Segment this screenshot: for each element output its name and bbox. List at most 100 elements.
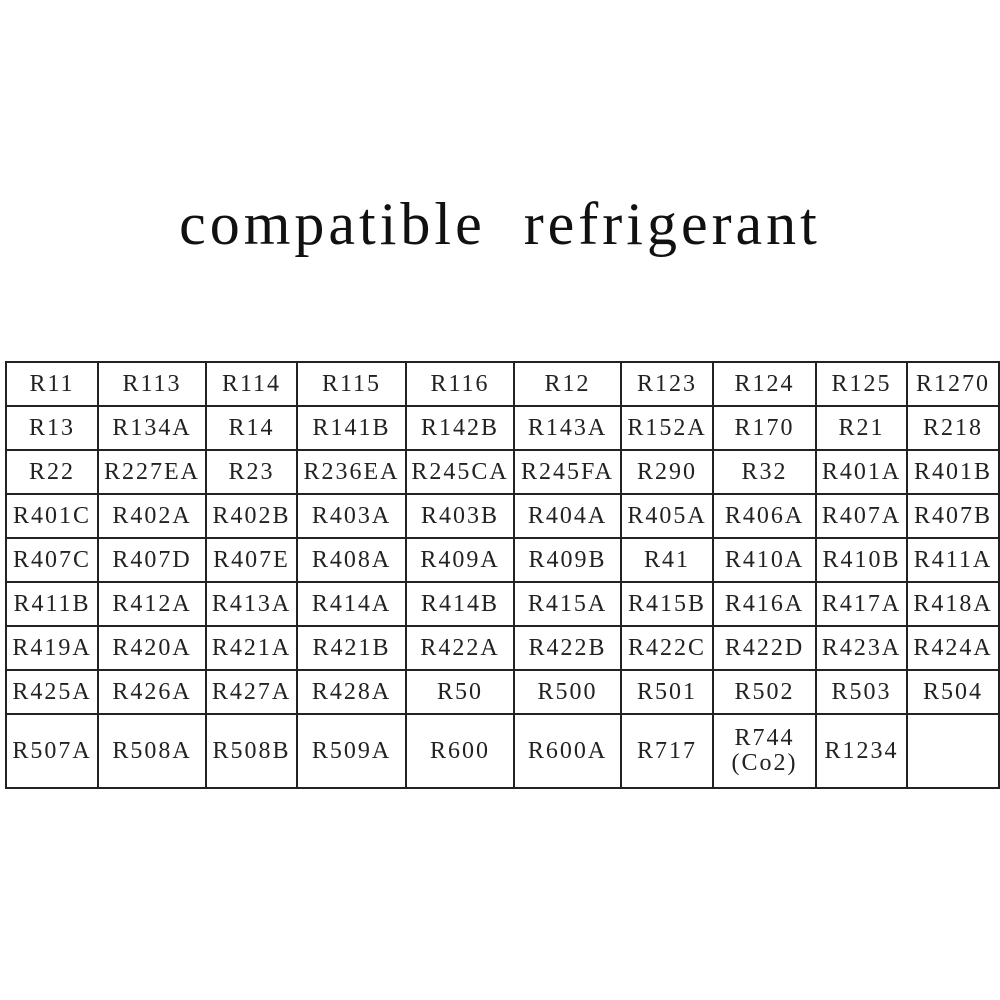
table-cell: R218	[906, 405, 1000, 451]
table-row: R22 R227EA R23 R236EA R245CA R245FA R290 R32 R40…	[5, 449, 1000, 495]
table-cell: R23	[205, 449, 298, 495]
table-cell: R422A	[405, 625, 515, 671]
table-cell: R407B	[906, 493, 1000, 539]
table-row: R11 R113 R114 R115 R116 R12 R123 R124 R125 R1270	[5, 361, 1000, 407]
table-row: R411B R412A R413A R414A R414B R415A R415B R416A…	[5, 581, 1000, 627]
table-cell: R227EA	[97, 449, 207, 495]
table-cell: R425A	[5, 669, 99, 715]
table-cell: R401B	[906, 449, 1000, 495]
table-cell: R421A	[205, 625, 298, 671]
table-cell: R245FA	[513, 449, 622, 495]
table-cell: R125	[815, 361, 908, 407]
table-row: R13 R134A R14 R141B R142B R143A R152A R170 R21 R2…	[5, 405, 1000, 451]
table-cell: R11	[5, 361, 99, 407]
refrigerant-table: R11 R113 R114 R115 R116 R12 R123 R124 R125 R1270 R…	[5, 361, 1000, 789]
table-cell: R411A	[906, 537, 1000, 583]
table-cell: R142B	[405, 405, 515, 451]
table-row: R407C R407D R407E R408A R409A R409B R41 R410A R4…	[5, 537, 1000, 583]
table-cell: R12	[513, 361, 622, 407]
table-row: R425A R426A R427A R428A R50 R500 R501 R502 R503 R…	[5, 669, 1000, 715]
table-cell: R290	[620, 449, 714, 495]
table-cell: R415A	[513, 581, 622, 627]
table-cell: R401A	[815, 449, 908, 495]
table-cell: R504	[906, 669, 1000, 715]
table-cell: R123	[620, 361, 714, 407]
table-cell: R116	[405, 361, 515, 407]
table-cell: R245CA	[405, 449, 515, 495]
table-cell: R507A	[5, 713, 99, 789]
table-cell: R508A	[97, 713, 207, 789]
table-cell: R508B	[205, 713, 298, 789]
table-row: R419A R420A R421A R421B R422A R422B R422C R422D…	[5, 625, 1000, 671]
table-cell: R422D	[712, 625, 817, 671]
page-title: compatible refrigerant	[179, 191, 821, 257]
table-cell: R407A	[815, 493, 908, 539]
table-cell: R403B	[405, 493, 515, 539]
table-cell: R407E	[205, 537, 298, 583]
table-cell: R409B	[513, 537, 622, 583]
table-cell: R152A	[620, 405, 714, 451]
table-cell: R600	[405, 713, 515, 789]
table-cell: R143A	[513, 405, 622, 451]
table-cell: R503	[815, 669, 908, 715]
table-cell: R402B	[205, 493, 298, 539]
table-cell	[906, 713, 1000, 789]
table-cell: R422C	[620, 625, 714, 671]
table-cell: R410A	[712, 537, 817, 583]
table-cell: R427A	[205, 669, 298, 715]
table-cell: R141B	[296, 405, 407, 451]
table-cell: R414A	[296, 581, 407, 627]
table-cell: R424A	[906, 625, 1000, 671]
table-cell: R41	[620, 537, 714, 583]
table-cell: R170	[712, 405, 817, 451]
table-cell: R420A	[97, 625, 207, 671]
table-cell: R415B	[620, 581, 714, 627]
table-cell: R501	[620, 669, 714, 715]
table-cell: R407C	[5, 537, 99, 583]
table-cell: R410B	[815, 537, 908, 583]
table-cell: R509A	[296, 713, 407, 789]
table-cell: R409A	[405, 537, 515, 583]
table-cell: R419A	[5, 625, 99, 671]
table-cell: R401C	[5, 493, 99, 539]
table-cell: R1234	[815, 713, 908, 789]
table-cell: R412A	[97, 581, 207, 627]
table-cell: R500	[513, 669, 622, 715]
table-cell: R236EA	[296, 449, 407, 495]
table-row: R507A R508A R508B R509A R600 R600A R717 R744 (C…	[5, 713, 1000, 789]
table-cell: R22	[5, 449, 99, 495]
table-cell: R405A	[620, 493, 714, 539]
table-cell: R717	[620, 713, 714, 789]
table-cell: R744 (Co2)	[712, 713, 817, 789]
table-cell: R402A	[97, 493, 207, 539]
table-cell: R14	[205, 405, 298, 451]
table-cell: R404A	[513, 493, 622, 539]
table-cell: R21	[815, 405, 908, 451]
table-cell: R422B	[513, 625, 622, 671]
table-cell: R134A	[97, 405, 207, 451]
table-cell: R408A	[296, 537, 407, 583]
table-cell: R403A	[296, 493, 407, 539]
table-cell: R413A	[205, 581, 298, 627]
table-cell: R124	[712, 361, 817, 407]
table-cell: R416A	[712, 581, 817, 627]
table-cell: R13	[5, 405, 99, 451]
table-cell: R428A	[296, 669, 407, 715]
table-cell: R414B	[405, 581, 515, 627]
table-cell: R426A	[97, 669, 207, 715]
table-cell: R421B	[296, 625, 407, 671]
table-cell: R411B	[5, 581, 99, 627]
table-cell: R32	[712, 449, 817, 495]
table-cell: R600A	[513, 713, 622, 789]
table-cell: R418A	[906, 581, 1000, 627]
table-cell: R406A	[712, 493, 817, 539]
table-cell: R50	[405, 669, 515, 715]
table-cell: R423A	[815, 625, 908, 671]
table-cell: R417A	[815, 581, 908, 627]
table-row: R401C R402A R402B R403A R403B R404A R405A R406A…	[5, 493, 1000, 539]
table-cell: R1270	[906, 361, 1000, 407]
table-cell: R502	[712, 669, 817, 715]
table-cell: R113	[97, 361, 207, 407]
table-cell: R115	[296, 361, 407, 407]
table-cell: R114	[205, 361, 298, 407]
